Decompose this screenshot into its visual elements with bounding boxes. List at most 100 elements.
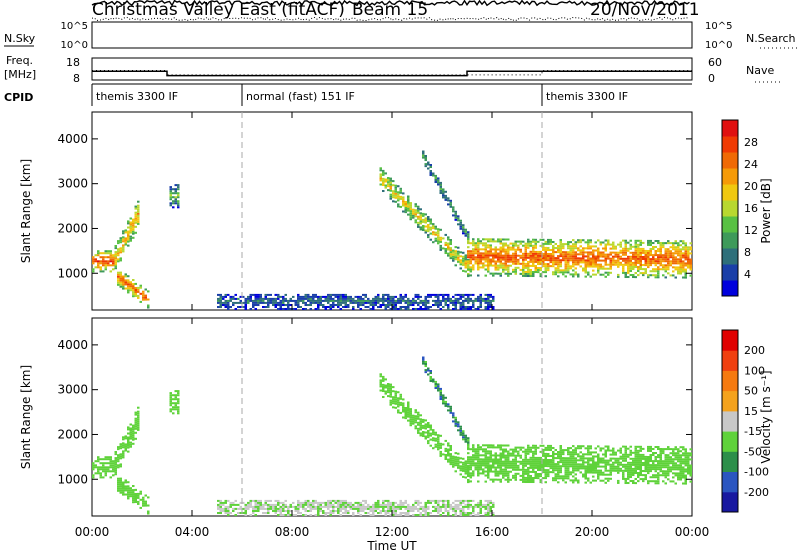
power-cell — [612, 245, 615, 248]
power-cell — [449, 199, 452, 202]
power-cell — [622, 263, 625, 266]
power-cell — [124, 229, 127, 232]
velocity-cell — [629, 476, 632, 479]
power-cell — [279, 304, 282, 307]
power-cell — [507, 254, 510, 257]
power-cell — [479, 297, 482, 300]
velocity-cell — [659, 470, 662, 473]
velocity-cell — [669, 466, 672, 469]
velocity-cell — [674, 472, 677, 475]
velocity-cell — [342, 499, 345, 502]
power-cell — [127, 291, 130, 294]
power-cell — [584, 255, 587, 258]
power-cell — [244, 301, 247, 304]
velocity-cell — [112, 468, 115, 471]
velocity-cell — [412, 422, 415, 425]
nsky-line — [91, 0, 690, 7]
velocity-cell — [437, 507, 440, 510]
power-cell — [382, 171, 385, 174]
velocity-cell — [279, 501, 282, 504]
power-cell — [389, 299, 392, 302]
velocity-cell — [459, 510, 462, 513]
velocity-cell — [267, 510, 270, 513]
power-cell — [417, 217, 420, 220]
power-cell — [674, 266, 677, 269]
power-cell — [344, 299, 347, 302]
velocity-cell — [609, 477, 612, 480]
power-cell — [424, 155, 427, 158]
velocity-cell — [597, 469, 600, 472]
power-cell — [654, 246, 657, 249]
power-cell — [484, 252, 487, 255]
power-cell — [634, 276, 637, 279]
velocity-cell — [464, 434, 467, 437]
power-cell — [127, 285, 130, 288]
power-cell — [297, 293, 300, 296]
power-cell — [569, 245, 572, 248]
power-cell — [569, 259, 572, 262]
velocity-cell — [632, 467, 635, 470]
velocity-cell — [352, 507, 355, 510]
power-cell — [284, 304, 287, 307]
velocity-cell — [322, 510, 325, 513]
velocity-cell — [499, 454, 502, 457]
velocity-cell — [557, 465, 560, 468]
velocity-cell — [589, 447, 592, 450]
power-cell — [172, 188, 175, 191]
power-cell — [452, 249, 455, 252]
power-cell — [477, 252, 480, 255]
velocity-cell — [389, 387, 392, 390]
velocity-cell — [507, 454, 510, 457]
power-cell — [444, 250, 447, 253]
velocity-cell — [487, 462, 490, 465]
velocity-cell — [607, 463, 610, 466]
power-cell — [632, 268, 635, 271]
velocity-cell — [477, 448, 480, 451]
power-cell — [502, 242, 505, 245]
power-cell — [309, 301, 312, 304]
power-cell — [544, 263, 547, 266]
power-cell — [114, 255, 117, 258]
velocity-cell — [112, 464, 115, 467]
power-cell — [132, 295, 135, 298]
velocity-cell — [647, 458, 650, 461]
velocity-cell — [317, 503, 320, 506]
power-cell — [132, 287, 135, 290]
velocity-cell — [127, 487, 130, 490]
power-cell — [647, 239, 650, 242]
velocity-cell — [689, 452, 692, 455]
velocity-cell — [469, 514, 472, 517]
power-cell — [434, 179, 437, 182]
power-cell — [394, 196, 397, 199]
power-cell — [447, 306, 450, 309]
power-cell — [644, 252, 647, 255]
velocity-cell — [489, 464, 492, 467]
velocity-cell — [439, 446, 442, 449]
power-cell — [587, 239, 590, 242]
velocity-cell — [404, 501, 407, 504]
velocity-cell — [314, 501, 317, 504]
power-cell — [574, 271, 577, 274]
power-cell — [249, 293, 252, 296]
velocity-cell — [137, 426, 140, 429]
velocity-cell — [107, 456, 110, 459]
velocity-cell — [679, 462, 682, 465]
velocity-cell — [542, 471, 545, 474]
velocity-cell — [497, 446, 500, 449]
power-cell — [379, 297, 382, 300]
velocity-cell — [547, 471, 550, 474]
velocity-cell — [142, 504, 145, 507]
power-cell — [649, 270, 652, 273]
power-cell — [592, 269, 595, 272]
velocity-cell — [439, 395, 442, 398]
velocity-cell — [629, 480, 632, 483]
velocity-cell — [379, 375, 382, 378]
velocity-cell — [309, 514, 312, 517]
velocity-cell — [282, 501, 285, 504]
power-cell — [97, 250, 100, 253]
velocity-cell — [539, 475, 542, 478]
velocity-cell — [604, 469, 607, 472]
power-cell — [137, 220, 140, 223]
power-cell — [624, 261, 627, 264]
velocity-cell — [332, 499, 335, 502]
